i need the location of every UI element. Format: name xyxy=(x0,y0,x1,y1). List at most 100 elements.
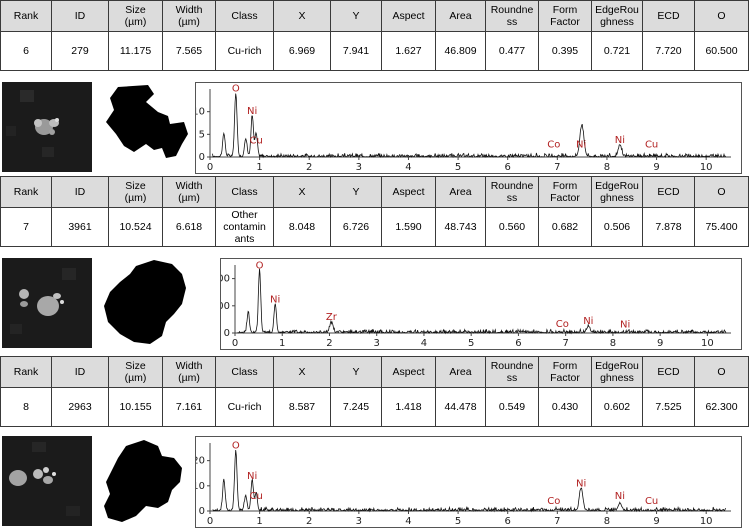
eds-spectrum-svg: 0 5 10 0 1 2 3 4 5 6 7 8 9 10 O Ni Cu Co Ni Ni Cu xyxy=(196,84,731,173)
particle-mask-shape xyxy=(104,440,182,522)
table-row: 7 3961 10.524 6.618 Other contamin ants 8.… xyxy=(0,207,749,247)
cell-form-factor: 0.430 xyxy=(538,387,592,427)
x-tick-label: 1 xyxy=(256,516,262,527)
col-edge-roughness-header: EdgeRou ghness xyxy=(591,0,643,32)
col-size-header: Size (µm) xyxy=(108,176,163,208)
cell-x: 8.048 xyxy=(273,207,331,247)
col-roundness-header: Roundne ss xyxy=(485,176,539,208)
y-tick-label: 20 xyxy=(196,456,205,467)
cell-class: Other contamin ants xyxy=(215,207,274,247)
col-y-header: Y xyxy=(330,0,382,32)
y-tick-label: 0 xyxy=(224,328,230,339)
sem-image xyxy=(2,82,92,172)
element-label: Co xyxy=(556,319,569,330)
x-tick-label: 2 xyxy=(306,516,312,527)
cell-aspect: 1.590 xyxy=(381,207,436,247)
col-o-header: O xyxy=(694,0,749,32)
element-label: Zr xyxy=(326,312,338,323)
col-rank-header: Rank xyxy=(0,356,52,388)
cell-roundness: 0.560 xyxy=(485,207,539,247)
y-tick-label: 5 xyxy=(199,129,205,140)
x-tick-label: 0 xyxy=(232,338,238,349)
eds-spectrum-chart: 0 200 400 0 1 2 3 4 5 6 7 8 9 10 O Ni Zr Co Ni Ni xyxy=(220,258,742,350)
x-tick-label: 4 xyxy=(405,162,411,173)
cell-roundness: 0.477 xyxy=(485,31,539,71)
x-tick-label: 0 xyxy=(207,162,213,173)
table-header-row: Rank ID Size (µm) Width (µm) Class X Y Asp… xyxy=(0,0,749,32)
x-tick-label: 9 xyxy=(653,516,659,527)
col-aspect-header: Aspect xyxy=(381,356,436,388)
cell-area: 46.809 xyxy=(435,31,486,71)
col-o-header: O xyxy=(694,356,749,388)
element-label: O xyxy=(232,441,240,452)
cell-width: 7.161 xyxy=(162,387,216,427)
x-tick-label: 10 xyxy=(701,338,714,349)
cell-area: 48.743 xyxy=(435,207,486,247)
x-tick-label: 5 xyxy=(455,516,461,527)
table-header-row: Rank ID Size (µm) Width (µm) Class X Y Asp… xyxy=(0,176,749,208)
x-tick-label: 5 xyxy=(455,162,461,173)
cell-x: 6.969 xyxy=(273,31,331,71)
cell-rank: 6 xyxy=(0,31,52,71)
y-tick-label: 200 xyxy=(221,301,230,312)
cell-y: 6.726 xyxy=(330,207,382,247)
col-x-header: X xyxy=(273,356,331,388)
cell-roundness: 0.549 xyxy=(485,387,539,427)
col-area-header: Area xyxy=(435,356,486,388)
sem-image xyxy=(2,258,92,348)
element-label: Cu xyxy=(249,491,262,502)
element-label: Ni xyxy=(615,135,625,146)
cell-size: 10.155 xyxy=(108,387,163,427)
spectrum-trace xyxy=(237,268,727,335)
spectrum-trace xyxy=(212,449,727,513)
element-label: Ni xyxy=(270,294,280,305)
col-form-factor-header: Form Factor xyxy=(538,176,592,208)
cell-o: 75.400 xyxy=(694,207,749,247)
col-rank-header: Rank xyxy=(0,176,52,208)
x-tick-label: 7 xyxy=(562,338,568,349)
col-aspect-header: Aspect xyxy=(381,176,436,208)
particle-mask-image xyxy=(96,436,192,526)
col-class-header: Class xyxy=(215,356,274,388)
col-form-factor-header: Form Factor xyxy=(538,356,592,388)
cell-rank: 8 xyxy=(0,387,52,427)
cell-x: 8.587 xyxy=(273,387,331,427)
col-class-header: Class xyxy=(215,176,274,208)
element-label: Co xyxy=(547,496,560,507)
x-tick-label: 3 xyxy=(356,516,362,527)
particle-mask-image xyxy=(96,82,192,172)
x-tick-label: 6 xyxy=(505,162,511,173)
cell-size: 11.175 xyxy=(108,31,163,71)
cell-y: 7.245 xyxy=(330,387,382,427)
col-y-header: Y xyxy=(330,356,382,388)
col-roundness-header: Roundne ss xyxy=(485,0,539,32)
cell-rank: 7 xyxy=(0,207,52,247)
table-header-row: Rank ID Size (µm) Width (µm) Class X Y Asp… xyxy=(0,356,749,388)
cell-area: 44.478 xyxy=(435,387,486,427)
col-x-header: X xyxy=(273,0,331,32)
x-tick-label: 4 xyxy=(405,516,411,527)
x-tick-label: 10 xyxy=(700,516,713,527)
sem-particle-graphic xyxy=(6,90,59,157)
cell-aspect: 1.627 xyxy=(381,31,436,71)
col-id-header: ID xyxy=(51,356,109,388)
cell-aspect: 1.418 xyxy=(381,387,436,427)
eds-spectrum-chart: 0 10 20 0 1 2 3 4 5 6 7 8 9 10 O Ni Cu Co Ni Ni Cu xyxy=(195,436,742,528)
element-label: Ni xyxy=(247,106,257,117)
cell-size: 10.524 xyxy=(108,207,163,247)
eds-spectrum-chart: 0 5 10 0 1 2 3 4 5 6 7 8 9 10 O Ni Cu Co Ni Ni Cu xyxy=(195,82,742,174)
x-tick-label: 1 xyxy=(279,338,285,349)
cell-form-factor: 0.682 xyxy=(538,207,592,247)
cell-edge-roughness: 0.506 xyxy=(591,207,643,247)
table-row: 6 279 11.175 7.565 Cu-rich 6.969 7.941 1… xyxy=(0,31,749,71)
col-ecd-header: ECD xyxy=(642,356,695,388)
element-label: Ni xyxy=(576,140,586,151)
x-tick-label: 8 xyxy=(604,516,610,527)
col-id-header: ID xyxy=(51,176,109,208)
col-id-header: ID xyxy=(51,0,109,32)
sem-particle-graphic xyxy=(10,268,76,334)
cell-width: 7.565 xyxy=(162,31,216,71)
x-tick-label: 4 xyxy=(421,338,427,349)
col-y-header: Y xyxy=(330,176,382,208)
cell-ecd: 7.720 xyxy=(642,31,695,71)
